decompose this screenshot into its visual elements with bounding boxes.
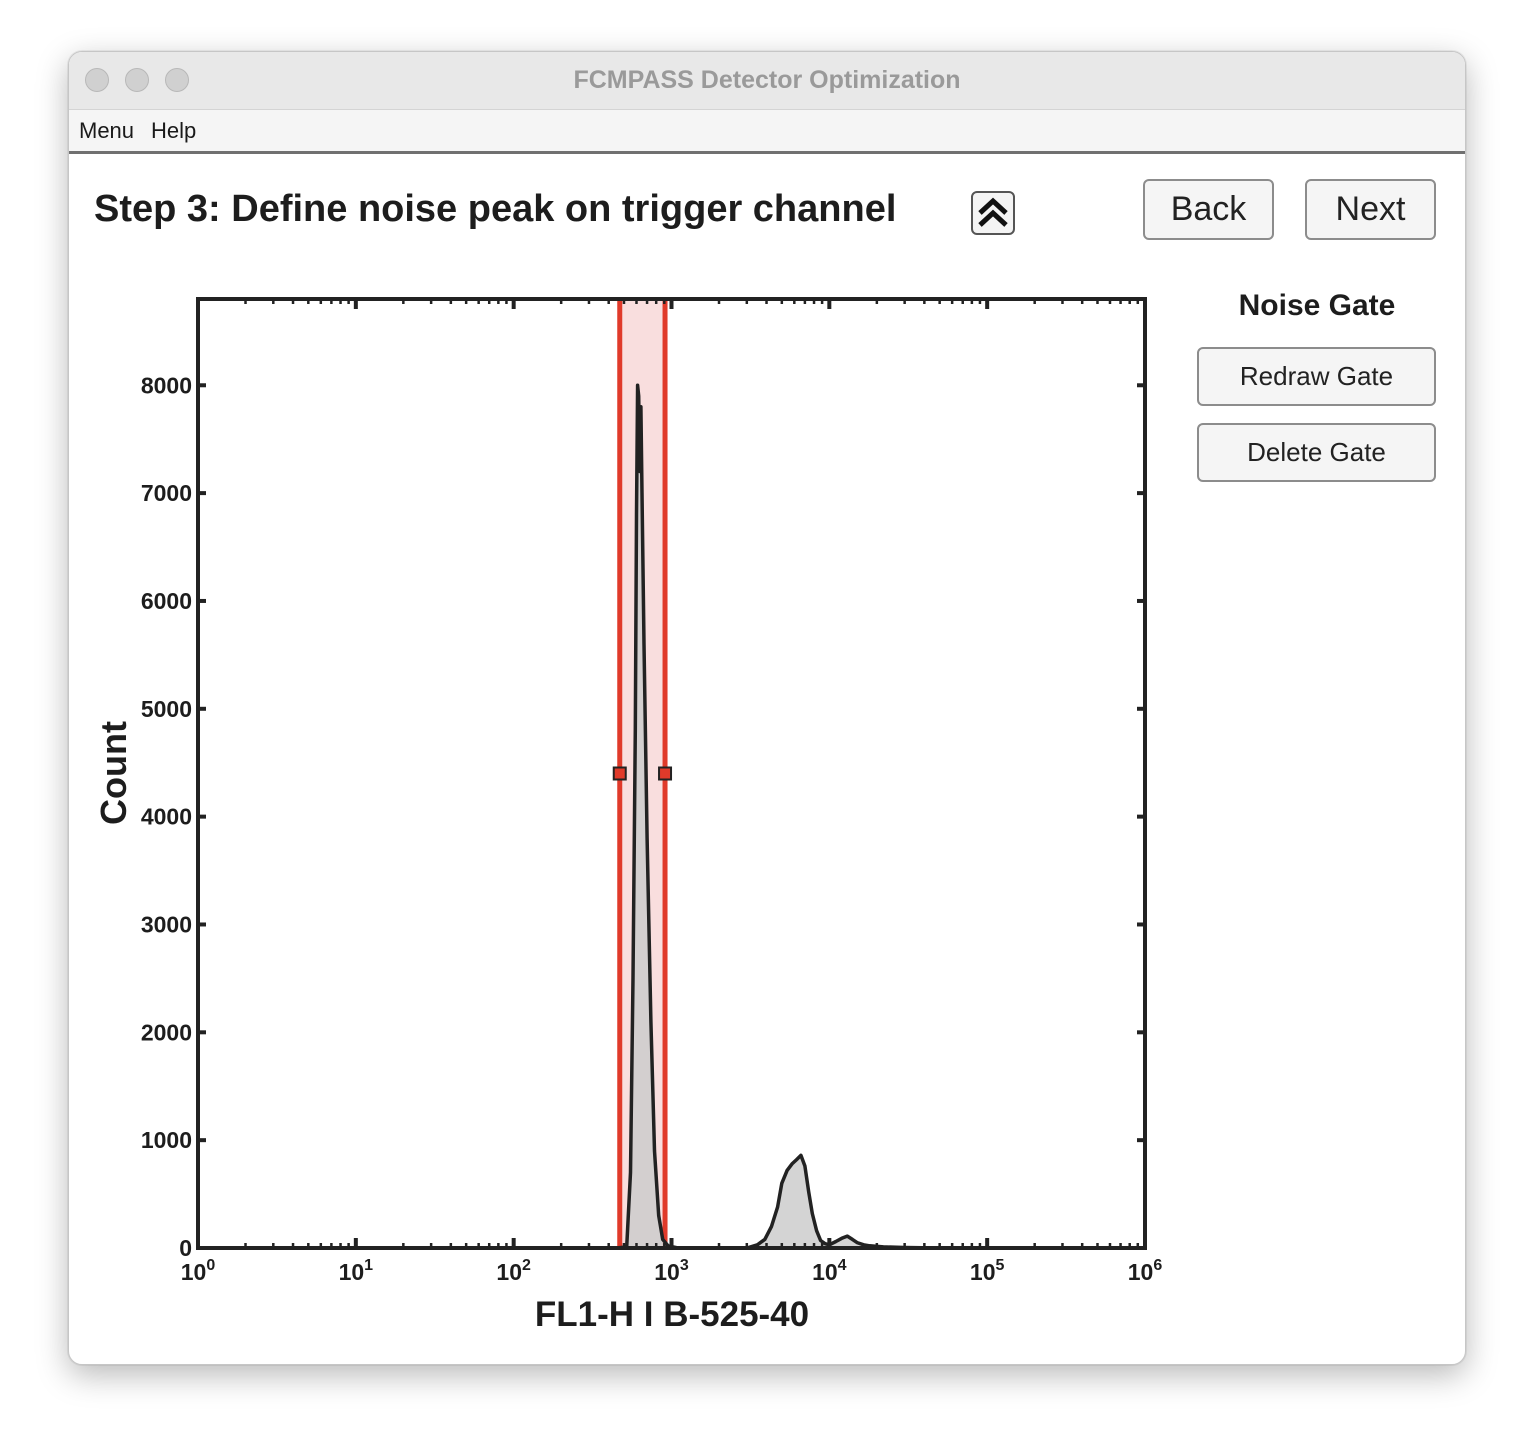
- y-tick-label: 0: [179, 1235, 192, 1261]
- x-tick-exponent: 3: [680, 1257, 689, 1274]
- close-window-icon[interactable]: [85, 68, 109, 92]
- collapse-button[interactable]: [971, 191, 1015, 235]
- y-tick-label: 8000: [141, 372, 192, 398]
- y-tick-label: 5000: [141, 696, 192, 722]
- redraw-gate-button[interactable]: Redraw Gate: [1197, 347, 1436, 406]
- menu-item-menu[interactable]: Menu: [79, 118, 135, 143]
- x-tick-exponent: 1: [364, 1257, 373, 1274]
- x-tick-base: 10: [654, 1259, 680, 1285]
- y-tick-label: 3000: [141, 911, 192, 937]
- menu-item-help[interactable]: Help: [151, 118, 197, 143]
- x-tick-label: 103: [654, 1257, 689, 1285]
- menu-bar: Menu Help: [69, 110, 1465, 154]
- x-tick-label: 104: [812, 1257, 847, 1285]
- gate-left-handle[interactable]: [612, 766, 627, 781]
- x-tick-label: 101: [339, 1257, 374, 1285]
- x-tick-exponent: 0: [206, 1257, 215, 1274]
- page-title: Step 3: Define noise peak on trigger cha…: [94, 188, 897, 230]
- x-tick-base: 10: [1128, 1259, 1154, 1285]
- x-tick-base: 10: [181, 1259, 207, 1285]
- y-tick-label: 7000: [141, 480, 192, 506]
- x-tick-label: 106: [1128, 1257, 1163, 1285]
- y-tick-label: 1000: [141, 1127, 192, 1153]
- x-tick-base: 10: [812, 1259, 838, 1285]
- next-button[interactable]: Next: [1305, 179, 1436, 240]
- y-axis-label: Count: [93, 721, 134, 825]
- x-tick-base: 10: [339, 1259, 365, 1285]
- y-tick-label: 6000: [141, 588, 192, 614]
- window-title: FCMPASS Detector Optimization: [573, 66, 961, 94]
- x-tick-label: 102: [496, 1257, 531, 1285]
- title-bar: FCMPASS Detector Optimization: [69, 52, 1465, 110]
- x-axis-label: FL1-H I B-525-40: [535, 1295, 809, 1334]
- x-tick-exponent: 6: [1153, 1257, 1162, 1274]
- plot-frame: [196, 297, 1147, 1250]
- zoom-window-icon[interactable]: [165, 68, 189, 92]
- back-button[interactable]: Back: [1143, 179, 1274, 240]
- x-tick-base: 10: [496, 1259, 522, 1285]
- x-tick-label: 100: [181, 1257, 216, 1285]
- x-tick-exponent: 2: [522, 1257, 531, 1274]
- gate-right-handle[interactable]: [658, 766, 673, 781]
- histogram-series: [615, 383, 1147, 1250]
- x-tick-exponent: 4: [838, 1257, 847, 1274]
- delete-gate-button[interactable]: Delete Gate: [1197, 423, 1436, 482]
- x-tick-base: 10: [970, 1259, 996, 1285]
- x-tick-label: 105: [970, 1257, 1005, 1285]
- y-tick-label: 4000: [141, 804, 192, 830]
- minimize-window-icon[interactable]: [125, 68, 149, 92]
- double-chevron-up-icon: [978, 197, 1008, 227]
- noise-gate-heading: Noise Gate: [1238, 289, 1396, 322]
- x-tick-exponent: 5: [996, 1257, 1005, 1274]
- y-tick-label: 2000: [141, 1019, 192, 1045]
